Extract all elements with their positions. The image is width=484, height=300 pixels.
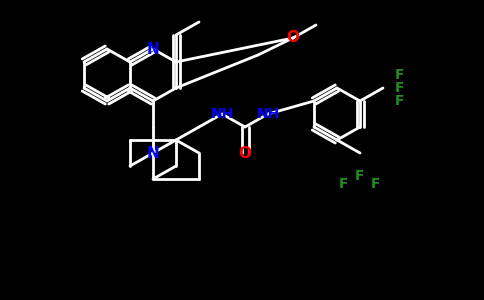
Text: O: O: [239, 146, 252, 160]
Text: NH: NH: [257, 107, 280, 121]
Text: O: O: [287, 31, 300, 46]
Text: N: N: [147, 41, 159, 56]
Text: NH: NH: [211, 107, 234, 121]
Text: N: N: [147, 146, 159, 160]
Text: F: F: [355, 169, 365, 183]
Text: F: F: [339, 177, 349, 191]
Text: F: F: [395, 68, 405, 82]
Text: F: F: [371, 177, 381, 191]
Text: F: F: [395, 94, 405, 108]
Text: F: F: [395, 81, 405, 95]
